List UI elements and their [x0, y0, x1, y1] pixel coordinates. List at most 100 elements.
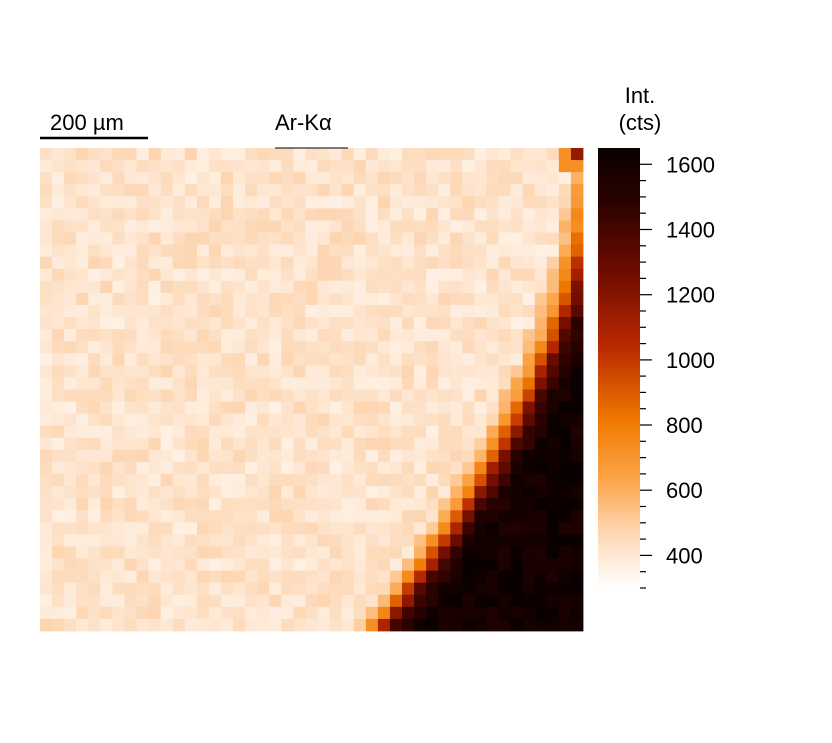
heatmap-cell [221, 594, 234, 608]
heatmap-cell [233, 148, 246, 161]
heatmap-cell [148, 220, 162, 233]
heatmap-cell [208, 606, 222, 620]
heatmap-cell [100, 232, 113, 245]
heatmap-cell [414, 461, 427, 475]
heatmap-cell [498, 486, 511, 499]
heatmap-cell [353, 546, 367, 559]
heatmap-cell [112, 582, 125, 596]
heatmap-cell [558, 304, 572, 318]
heatmap-cell [208, 534, 222, 547]
heatmap-cell [257, 486, 270, 499]
heatmap-cell [486, 196, 499, 209]
heatmap-cell [233, 365, 246, 378]
heatmap-cell [112, 304, 125, 318]
heatmap-cell [353, 232, 367, 245]
heatmap-cell [52, 184, 65, 197]
heatmap-cell [534, 256, 548, 270]
heatmap-cell [558, 280, 572, 294]
heatmap-cell [221, 317, 234, 330]
heatmap-cell [257, 208, 270, 221]
heatmap-cell [184, 365, 198, 378]
heatmap-cell [522, 522, 536, 535]
heatmap-cell [269, 486, 282, 499]
heatmap-cell [498, 232, 511, 245]
heatmap-cell [136, 196, 149, 209]
heatmap-cell [402, 618, 415, 632]
map-title: Ar-Kα [275, 110, 348, 149]
heatmap-cell [172, 341, 186, 354]
heatmap-cell [486, 148, 499, 161]
heatmap-cell [64, 377, 77, 390]
heatmap-cell [40, 184, 53, 197]
heatmap-cell [100, 172, 113, 185]
heatmap-cell [389, 558, 403, 572]
heatmap-cell [269, 474, 282, 487]
heatmap-cell [510, 220, 524, 233]
heatmap-cell [136, 292, 149, 306]
heatmap-cell [498, 353, 511, 366]
heatmap-cell [353, 268, 367, 282]
heatmap-cell [402, 317, 415, 330]
heatmap-cell [160, 280, 174, 294]
heatmap-cell [546, 244, 560, 258]
heatmap-cell [52, 413, 65, 427]
heatmap-cell [414, 304, 427, 318]
heatmap-cell [546, 268, 560, 282]
heatmap-cell [486, 474, 499, 487]
heatmap-cell [269, 618, 282, 632]
heatmap-cell [172, 220, 186, 233]
heatmap-cell [365, 220, 379, 233]
heatmap-cell [486, 449, 499, 463]
heatmap-cell [221, 437, 234, 451]
heatmap-cell [112, 389, 125, 402]
heatmap-cell [148, 353, 162, 366]
heatmap-cell [329, 341, 343, 354]
heatmap-cell [486, 341, 499, 354]
heatmap-cell [281, 208, 294, 221]
heatmap-cell [486, 546, 499, 559]
heatmap-cell [148, 449, 162, 463]
heatmap-cell [365, 606, 379, 620]
heatmap-cell [208, 546, 222, 559]
heatmap-cell [124, 425, 137, 439]
heatmap-cell [112, 474, 125, 487]
heatmap-cell [329, 196, 343, 209]
heatmap-cell [257, 582, 270, 596]
heatmap-cell [414, 582, 427, 596]
heatmap-cell [208, 184, 222, 197]
heatmap-cell [389, 377, 403, 390]
heatmap-cell [510, 208, 524, 221]
heatmap-cell [269, 498, 282, 511]
heatmap-cell [281, 292, 294, 306]
heatmap-cell [233, 413, 246, 427]
heatmap-cell [160, 256, 174, 270]
heatmap-cell [281, 498, 294, 511]
heatmap-cell [377, 558, 391, 572]
heatmap-cell [341, 341, 355, 354]
heatmap-cell [402, 292, 415, 306]
heatmap-cell [112, 461, 125, 475]
heatmap-cell [450, 389, 463, 402]
heatmap-cell [233, 329, 246, 342]
heatmap-cell [64, 329, 77, 342]
heatmap-cell [402, 594, 415, 608]
heatmap-cell [450, 486, 463, 499]
heatmap-cell [570, 365, 584, 378]
heatmap-cell [136, 184, 149, 197]
heatmap-cell [534, 486, 548, 499]
heatmap-cell [100, 268, 113, 282]
colorbar-tick-label: 1600 [666, 152, 715, 177]
heatmap-cell [305, 148, 318, 161]
heatmap-cell [414, 606, 427, 620]
heatmap-cell [208, 413, 222, 427]
heatmap-cell [341, 268, 355, 282]
heatmap-cell [558, 329, 572, 342]
heatmap-cell [281, 184, 294, 197]
heatmap-cell [450, 606, 463, 620]
heatmap-cell [329, 510, 343, 523]
heatmap-cell [438, 208, 451, 221]
heatmap-cell [438, 256, 451, 270]
heatmap-cell [293, 498, 306, 511]
heatmap-cell [341, 498, 355, 511]
heatmap-cell [522, 474, 536, 487]
